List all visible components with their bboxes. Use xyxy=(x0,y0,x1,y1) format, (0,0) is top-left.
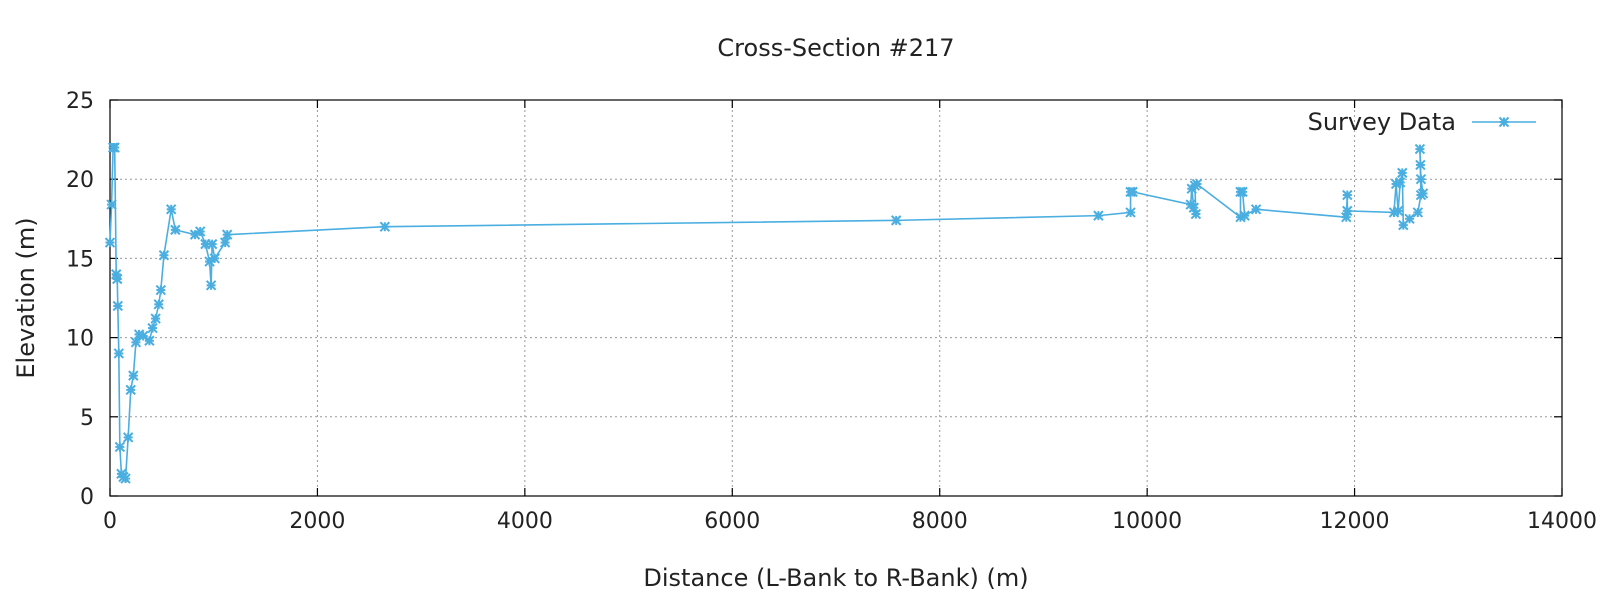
data-point xyxy=(170,224,181,236)
x-tick-label: 10000 xyxy=(1112,509,1182,534)
data-point xyxy=(1191,178,1203,190)
legend-label-survey-data: Survey Data xyxy=(1308,108,1456,136)
y-tick-label: 5 xyxy=(80,406,94,431)
data-point xyxy=(219,237,231,248)
data-point xyxy=(379,221,391,232)
data-point xyxy=(1392,205,1404,217)
data-point xyxy=(125,384,136,396)
data-point xyxy=(1237,186,1248,198)
data-point xyxy=(128,370,139,381)
legend-marker-glyph xyxy=(1498,116,1510,128)
data-point xyxy=(113,348,125,359)
data-point xyxy=(206,238,218,250)
data-point xyxy=(165,204,177,215)
data-point xyxy=(209,253,220,264)
legend-marker-survey-data xyxy=(1498,116,1510,128)
data-point xyxy=(144,335,155,346)
data-point xyxy=(112,300,123,312)
data-point xyxy=(106,199,117,210)
plot-frame xyxy=(109,99,1563,497)
data-point xyxy=(104,237,116,248)
data-point xyxy=(137,330,149,342)
legend: Survey Data xyxy=(1308,108,1536,136)
x-axis-label: Distance (L-Bank to R-Bank) (m) xyxy=(643,564,1028,592)
data-point xyxy=(1127,186,1138,198)
data-point xyxy=(153,299,164,310)
data-point xyxy=(195,226,206,237)
data-point xyxy=(1093,210,1104,221)
y-tick-label: 15 xyxy=(66,247,94,272)
y-tick-label: 10 xyxy=(66,327,94,352)
x-tick-label: 14000 xyxy=(1527,509,1597,534)
data-point xyxy=(1417,188,1429,199)
data-point xyxy=(122,432,134,443)
data-point xyxy=(158,250,170,261)
data-point xyxy=(205,280,217,291)
data-point xyxy=(1190,208,1202,220)
data-point xyxy=(109,142,120,153)
data-point xyxy=(114,441,126,453)
x-tick-label: 12000 xyxy=(1320,509,1390,534)
data-point xyxy=(1394,177,1406,188)
data-point xyxy=(120,473,131,484)
series-line-survey-data xyxy=(109,146,1424,481)
axis-ticks: 0 2000 4000 6000 8000 10000 12000 14000 0 5 10 15 20… xyxy=(66,89,1597,534)
x-tick-label: 6000 xyxy=(704,509,760,534)
data-point xyxy=(112,273,123,285)
x-tick-label: 8000 xyxy=(912,509,968,534)
data-point xyxy=(1250,204,1262,215)
data-point xyxy=(1342,205,1353,217)
data-point xyxy=(150,313,161,324)
x-tick-label: 2000 xyxy=(289,509,345,534)
data-point xyxy=(1125,207,1136,218)
y-tick-label: 25 xyxy=(66,89,94,114)
series-layer xyxy=(104,142,1429,484)
data-point xyxy=(221,229,233,240)
grid xyxy=(110,100,1562,496)
x-tick-label: 4000 xyxy=(497,509,553,534)
data-point xyxy=(890,215,902,226)
y-tick-label: 20 xyxy=(66,168,94,193)
data-point xyxy=(1404,213,1415,225)
x-tick-label: 0 xyxy=(103,509,117,534)
data-point xyxy=(1415,173,1427,185)
y-axis-label: Elevation (m) xyxy=(12,217,40,378)
data-point xyxy=(1239,210,1250,221)
data-point xyxy=(1412,207,1424,218)
data-point xyxy=(155,284,167,296)
data-point xyxy=(1414,143,1426,155)
data-point xyxy=(1397,167,1408,179)
data-point xyxy=(1342,189,1353,201)
chart-title: Cross-Section #217 xyxy=(717,34,954,62)
data-point xyxy=(147,322,158,334)
data-point xyxy=(1415,159,1426,171)
y-tick-label: 0 xyxy=(80,485,94,510)
